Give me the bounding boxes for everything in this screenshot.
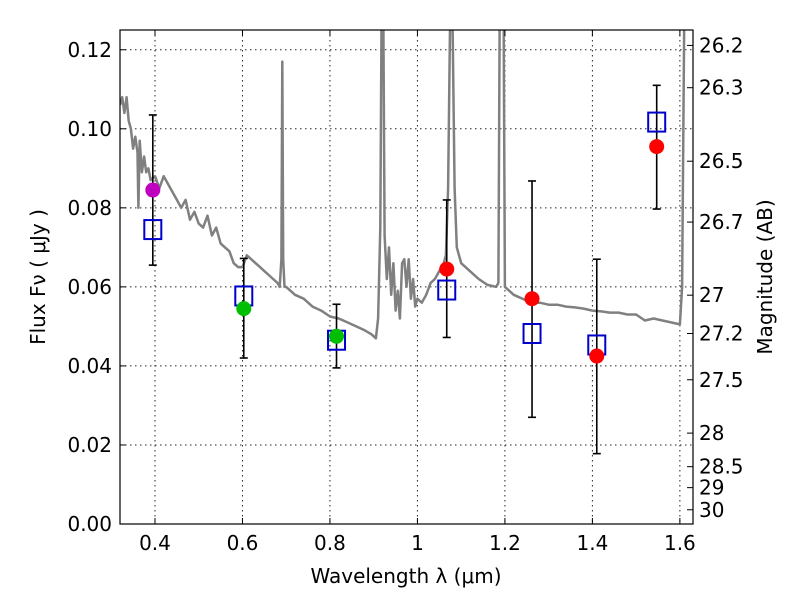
y-tick-label: 0.08 [67, 196, 112, 220]
observed-photometry-point [145, 182, 161, 198]
right-tick-label: 28 [699, 421, 724, 445]
x-tick-label: 0.6 [227, 531, 259, 555]
model-photometry-marker [522, 323, 542, 345]
right-tick-label: 26.5 [699, 149, 744, 173]
right-tick-label: 28.5 [699, 455, 744, 479]
right-tick-label: 27 [699, 283, 724, 307]
observed-photometry-point [589, 348, 605, 364]
y-tick-label: 0.04 [67, 354, 112, 378]
spectrum-layer [120, 30, 686, 340]
right-tick-label: 26.2 [699, 33, 744, 57]
right-tick-label: 27.5 [699, 368, 744, 392]
right-tick-label: 26.7 [699, 210, 744, 234]
y-axis-right-label: Magnitude (AB) [753, 199, 777, 354]
observed-photometry-point [439, 261, 455, 277]
right-tick-label: 26.3 [699, 76, 744, 100]
right-tick-label: 27.2 [699, 322, 744, 346]
observed-photometry-point [649, 139, 665, 155]
x-tick-label: 1.4 [576, 531, 608, 555]
model-photometry-marker [143, 219, 163, 241]
x-tick-label: 0.4 [139, 531, 171, 555]
y-tick-label: 0.10 [67, 117, 112, 141]
y-tick-label: 0.00 [67, 512, 112, 536]
observed-photometry-point [236, 301, 252, 317]
x-tick-label: 1.2 [489, 531, 521, 555]
x-axis-label: Wavelength λ (μm) [310, 564, 501, 588]
plot-frame [119, 29, 694, 525]
y-tick-label: 0.02 [67, 433, 112, 457]
x-axis-ticks: 0.4 0.6 0.8 1 1.2 1.4 1.6 [139, 30, 696, 555]
observed-point-layer [145, 139, 665, 364]
y-axis-left-ticks: 0.00 0.02 0.04 0.06 0.08 0.10 0.12 [67, 38, 126, 536]
model-photometry-marker [437, 279, 457, 301]
y-axis-left-label: Flux Fν ( μJy ) [26, 209, 50, 345]
model-marker-layer [143, 111, 667, 356]
x-tick-label: 0.8 [314, 531, 346, 555]
observed-photometry-point [329, 328, 345, 344]
y-tick-label: 0.06 [67, 275, 112, 299]
y-tick-label: 0.12 [67, 38, 112, 62]
model-photometry-marker [647, 111, 667, 133]
observed-photometry-point [524, 291, 540, 307]
spectrum-line [120, 30, 686, 340]
x-tick-label: 1.6 [664, 531, 696, 555]
right-tick-label: 30 [699, 498, 724, 522]
right-tick-label: 29 [699, 476, 724, 500]
x-tick-label: 1 [411, 531, 424, 555]
